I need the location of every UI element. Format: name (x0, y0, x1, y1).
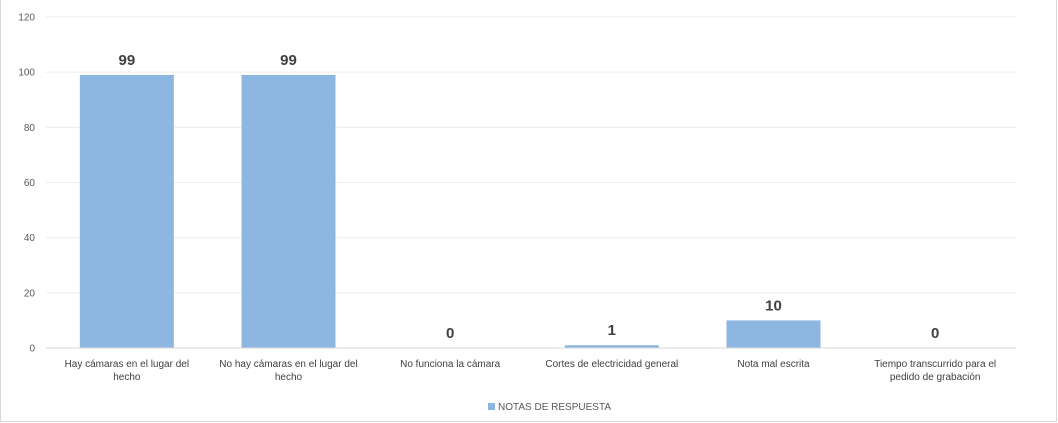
y-axis-tick-labels: 0 20 40 60 80 100 120 (18, 13, 35, 355)
data-label: 99 (118, 52, 135, 69)
data-label: 99 (280, 52, 297, 69)
data-label: 1 (608, 322, 616, 339)
data-label: 0 (931, 325, 939, 342)
bars (79, 74, 821, 349)
y-tick-label: 40 (24, 233, 36, 244)
category-label-line: Tiempo transcurrido para el (874, 359, 996, 370)
y-tick-label: 100 (18, 68, 35, 79)
category-label: Tiempo transcurrido para el pedido de gra… (874, 359, 996, 383)
category-label: Hay cámaras en el lugar del hecho (65, 359, 190, 383)
y-tick-label: 80 (24, 123, 36, 134)
category-label: No hay cámaras en el lugar del hecho (219, 359, 357, 383)
gridlines (46, 16, 1016, 294)
legend: NOTAS DE RESPUESTA (488, 402, 611, 413)
category-label-line: hecho (275, 372, 303, 383)
category-label: No funciona la cámara (400, 359, 500, 370)
data-label: 0 (446, 325, 454, 342)
category-label-line: Hay cámaras en el lugar del (65, 359, 190, 370)
y-tick-label: 20 (24, 288, 36, 299)
bar (79, 74, 174, 349)
bar (564, 345, 659, 348)
legend-swatch (488, 403, 495, 410)
category-label: Nota mal escrita (737, 359, 810, 370)
category-label-line: hecho (113, 372, 141, 383)
bar (726, 320, 821, 348)
y-tick-label: 60 (24, 178, 36, 189)
data-label: 10 (765, 297, 782, 314)
legend-label: NOTAS DE RESPUESTA (498, 402, 611, 413)
bar (241, 74, 336, 349)
y-tick-label: 0 (29, 344, 35, 355)
category-label-line: No hay cámaras en el lugar del (219, 359, 357, 370)
y-tick-label: 120 (18, 13, 35, 24)
category-label-line: Nota mal escrita (737, 359, 810, 370)
category-label-line: No funciona la cámara (400, 359, 500, 370)
category-label-line: pedido de grabación (890, 372, 981, 383)
data-labels: 99 99 0 1 10 0 (118, 52, 939, 342)
category-label: Cortes de electricidad general (545, 359, 678, 370)
category-label-line: Cortes de electricidad general (545, 359, 678, 370)
